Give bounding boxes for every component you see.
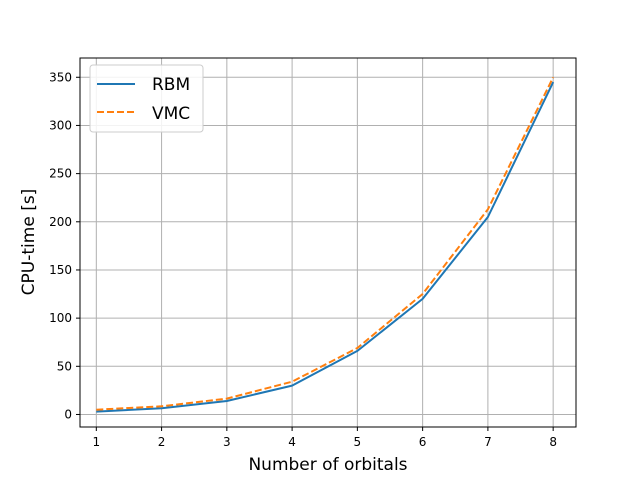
- x-tick-label: 3: [223, 435, 231, 449]
- y-tick-label: 200: [49, 215, 72, 229]
- y-tick-label: 100: [49, 311, 72, 325]
- plot-frame: [79, 57, 577, 428]
- x-tick-label: 4: [288, 435, 296, 449]
- y-tick-label: 250: [49, 167, 72, 181]
- y-tick-label: 350: [49, 70, 72, 84]
- legend: RBM VMC: [89, 64, 204, 133]
- series-line-rbm: [96, 81, 555, 413]
- x-tick-label: 2: [158, 435, 166, 449]
- legend-label-rbm: RBM: [152, 75, 190, 95]
- y-tick-label: 50: [57, 359, 72, 373]
- x-tick-label: 8: [549, 435, 557, 449]
- y-axis-label: CPU-time [s]: [19, 189, 39, 296]
- series-line-vmc: [96, 76, 555, 411]
- plot-lines: [96, 76, 555, 413]
- x-tick-label: 7: [484, 435, 492, 449]
- y-tick-label: 150: [49, 263, 72, 277]
- y-axis-ticks: 0 50 100 150 200 250 300 350: [49, 70, 80, 421]
- y-tick-label: 300: [49, 118, 72, 132]
- x-axis-label: Number of orbitals: [248, 455, 407, 475]
- legend-box: [89, 64, 204, 133]
- x-tick-label: 6: [419, 435, 427, 449]
- legend-label-vmc: VMC: [152, 104, 190, 124]
- y-tick-label: 0: [64, 407, 72, 421]
- x-tick-label: 1: [92, 435, 100, 449]
- x-tick-label: 5: [354, 435, 362, 449]
- x-axis-ticks: 1 2 3 4 5 6 7 8: [92, 427, 557, 449]
